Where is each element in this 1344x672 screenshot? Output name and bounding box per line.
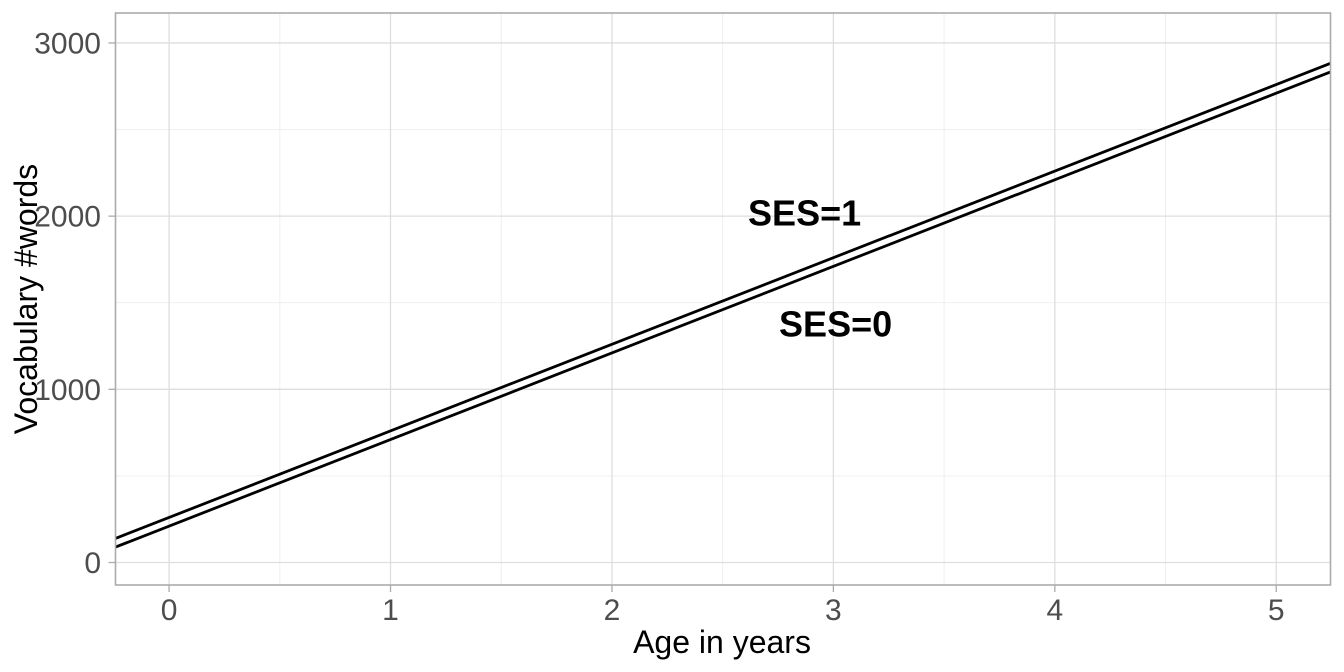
x-tick-label: 2 bbox=[604, 594, 621, 627]
line-annotations: SES=1 SES=0 bbox=[748, 193, 892, 345]
annotation-SES=0: SES=0 bbox=[779, 304, 892, 345]
y-tick-label: 2000 bbox=[34, 201, 101, 234]
axis-tick-marks bbox=[108, 42, 1277, 592]
y-tick-label: 3000 bbox=[34, 27, 101, 60]
panel-border bbox=[114, 12, 1332, 586]
y-tick-label: 1000 bbox=[34, 374, 101, 407]
major-gridlines bbox=[115, 13, 1331, 585]
x-axis-tick-labels: 0 1 2 3 4 5 bbox=[161, 594, 1285, 627]
line-SES=1 bbox=[114, 62, 1332, 540]
regression-lines bbox=[114, 62, 1332, 549]
minor-gridlines bbox=[115, 13, 1331, 585]
y-tick-label: 0 bbox=[84, 547, 101, 580]
x-tick-label: 3 bbox=[825, 594, 842, 627]
x-tick-label: 1 bbox=[382, 594, 399, 627]
y-axis-tick-labels: 0 1000 2000 3000 bbox=[34, 27, 101, 580]
x-tick-label: 4 bbox=[1046, 594, 1063, 627]
x-tick-label: 5 bbox=[1268, 594, 1285, 627]
x-tick-label: 0 bbox=[161, 594, 178, 627]
annotation-SES=1: SES=1 bbox=[748, 193, 861, 234]
y-axis-title: Vocabulary #words bbox=[8, 164, 44, 434]
line-SES=0 bbox=[114, 70, 1332, 549]
x-axis-title: Age in years bbox=[633, 624, 811, 660]
